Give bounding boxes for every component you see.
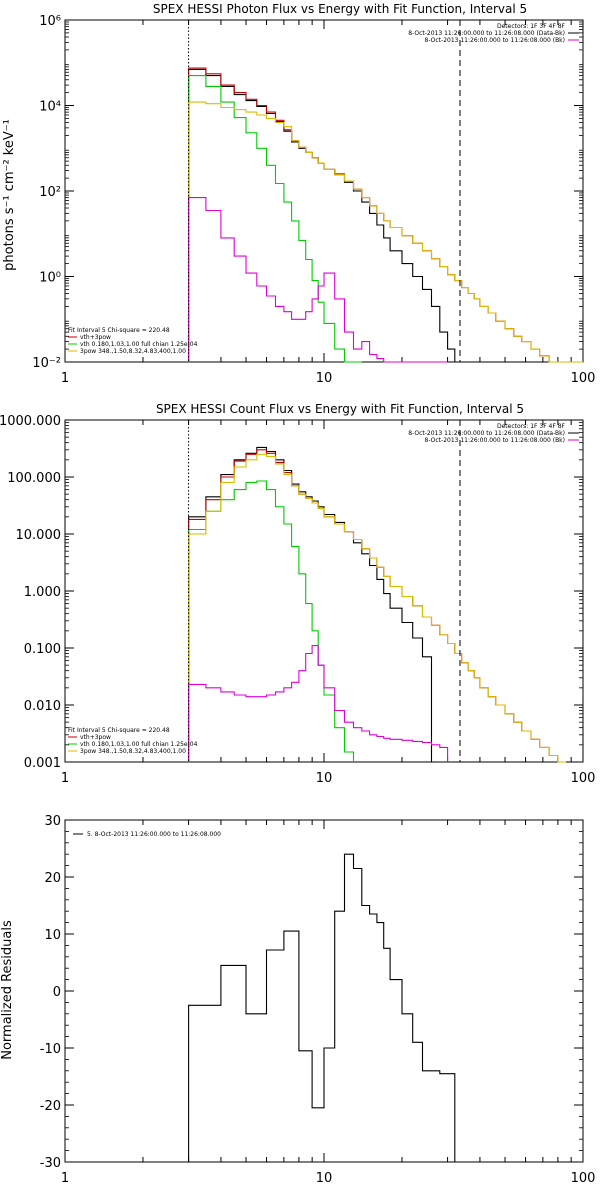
y-tick-label: 0.010 <box>24 699 61 714</box>
series-0-step-line <box>188 68 462 363</box>
y-tick-label: 0.100 <box>24 642 61 657</box>
photon-flux-fit-range <box>188 20 461 362</box>
detector-legend-entry: Detectors: 1F 3F 4F 8F <box>497 423 566 430</box>
y-tick-label: 10⁻² <box>32 356 61 371</box>
count-flux-series <box>188 446 566 763</box>
series-3-step-line <box>188 453 566 763</box>
x-tick-label: 1 <box>61 771 69 786</box>
count-flux-detector-legend: Detectors: 1F 3F 4F 8F8-Oct-2013 11:26:0… <box>408 423 579 444</box>
residuals-ylabel: Normalized Residuals <box>0 920 15 1060</box>
fit-legend-entry: vth 0.180,1.03,1.00 full chian 1.25e-04 <box>80 741 198 748</box>
x-tick-label: 1 <box>61 371 69 386</box>
x-tick-label: 100 <box>571 771 596 786</box>
count-flux-panel: SPEX HESSI Count Flux vs Energy with Fit… <box>0 402 595 786</box>
y-tick-label: 1.000 <box>24 585 61 600</box>
photon-flux-title: SPEX HESSI Photon Flux vs Energy with Fi… <box>153 2 527 16</box>
x-tick-label: 100 <box>571 1171 596 1186</box>
photon-flux-detector-legend: Detectors: 1F 3F 4F 8F8-Oct-2013 11:26:0… <box>408 23 579 44</box>
photon-flux-series <box>188 67 583 363</box>
detector-legend-entry: 8-Oct-2013 11:26:00.000 to 11:26:08.000 … <box>408 430 565 437</box>
y-tick-label: 1000.000 <box>0 414 61 429</box>
count-flux-ticks: 1 10 100 0.001 0.010 0.100 1.000 10.000 100.000 1… <box>0 414 595 786</box>
series-1-step-line <box>188 449 566 763</box>
residual-legend-entry: 5. 8-Oct-2013 11:26:00.000 to 11:26:08.0… <box>87 831 221 838</box>
y-tick-label: -10 <box>40 1042 61 1057</box>
x-tick-label: 10 <box>316 371 333 386</box>
detector-legend-entry: 8-Oct-2013 11:26:00.000 to 11:26:08.000 … <box>425 37 566 44</box>
series-0-step-line <box>188 446 433 762</box>
photon-flux-ticks: 1 10 100 10⁻² 10⁰ 10² 10⁴ 10⁶ <box>32 14 595 386</box>
fit-legend-entry: Fit Interval 5 Chi-square = 220.48 <box>68 327 170 334</box>
y-tick-label: -30 <box>40 1156 61 1171</box>
y-tick-label: 10⁴ <box>39 100 61 115</box>
photon-flux-fit-legend: Fit Interval 5 Chi-square = 220.48vth+3p… <box>68 327 198 355</box>
series-2-step-line <box>188 480 355 762</box>
y-tick-label: 30 <box>44 814 61 829</box>
count-flux-fit-legend: Fit Interval 5 Chi-square = 220.48vth+3p… <box>68 727 198 755</box>
x-tick-label: 10 <box>316 1171 333 1186</box>
fit-legend-entry: Fit Interval 5 Chi-square = 220.48 <box>68 727 170 734</box>
y-tick-label: 10 <box>44 928 61 943</box>
detector-legend-entry: 8-Oct-2013 11:26:00.000 to 11:26:08.000 … <box>425 437 566 444</box>
x-tick-label: 1 <box>61 1171 69 1186</box>
residuals-series <box>188 853 456 1162</box>
y-tick-label: 0 <box>53 985 61 1000</box>
series-0-step-line <box>188 853 456 1162</box>
fit-legend-entry: vth+3pow <box>80 734 111 741</box>
photon-flux-ylabel: photons s⁻¹ cm⁻² keV⁻¹ <box>2 119 17 271</box>
series-3-step-line <box>188 101 583 363</box>
series-2-step-line <box>188 75 362 363</box>
series-4-step-line <box>188 197 448 363</box>
fit-legend-entry: vth 0.180,1.03,1.00 full chian 1.25e-04 <box>80 341 198 348</box>
y-tick-label: 10.000 <box>16 528 62 543</box>
series-4-step-line <box>188 645 449 762</box>
residuals-ticks: 1 10 100 -30 -20 -10 0 10 20 30 <box>40 814 596 1186</box>
x-tick-label: 100 <box>571 371 596 386</box>
residuals-frame <box>64 819 584 1163</box>
y-tick-label: -20 <box>40 1099 61 1114</box>
fit-legend-entry: vth+3pow <box>80 334 111 341</box>
y-tick-label: 0.001 <box>24 756 61 771</box>
detector-legend-entry: 8-Oct-2013 11:26:00.000 to 11:26:08.000 … <box>408 30 565 37</box>
count-flux-fit-range <box>188 420 461 762</box>
residuals-legend: 5. 8-Oct-2013 11:26:00.000 to 11:26:08.0… <box>73 831 221 838</box>
fit-legend-entry: 3pow 348.,1.50,8.32,4.83,400,1.00 <box>80 348 186 355</box>
count-flux-title: SPEX HESSI Count Flux vs Energy with Fit… <box>156 402 524 416</box>
residuals-panel: Normalized Residuals 1 10 100 -30 -20 -10 0 10 2… <box>0 814 595 1186</box>
x-tick-label: 10 <box>316 771 333 786</box>
photon-flux-panel: SPEX HESSI Photon Flux vs Energy with Fi… <box>2 2 595 386</box>
y-tick-label: 100.000 <box>7 471 61 486</box>
y-tick-label: 10⁰ <box>39 271 61 286</box>
y-tick-label: 20 <box>44 871 61 886</box>
y-tick-label: 10² <box>39 185 61 200</box>
y-tick-label: 10⁶ <box>39 14 61 29</box>
detector-legend-entry: Detectors: 1F 3F 4F 8F <box>497 23 566 30</box>
fit-legend-entry: 3pow 348.,1.50,8.32,4.83,400,1.00 <box>80 748 186 755</box>
